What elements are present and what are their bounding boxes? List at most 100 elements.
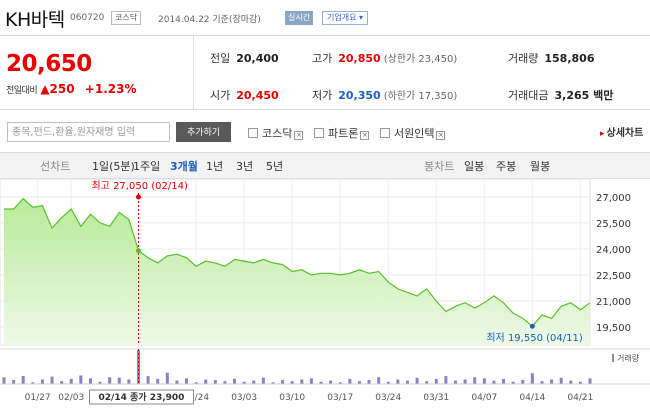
volume-bar — [530, 373, 534, 384]
add-button[interactable]: 추가하기 — [176, 122, 231, 142]
volume-bar — [21, 376, 25, 384]
x-tick-label: 03/31 — [423, 393, 449, 403]
checkbox[interactable] — [314, 128, 324, 138]
highlight-date-label: 02/14 종가 23,900 — [99, 391, 185, 403]
volume-bar — [511, 381, 515, 384]
volume-bar — [223, 381, 227, 384]
volume-bar — [377, 377, 381, 384]
volume-bar — [242, 381, 246, 384]
market-badge: 코스닥 — [111, 11, 142, 25]
volume-bar — [165, 372, 169, 384]
volume-bar — [50, 376, 54, 384]
volume-bar — [578, 381, 582, 384]
tab-1year[interactable]: 1년 — [206, 160, 224, 173]
remove-icon[interactable]: × — [436, 131, 446, 140]
period-tabs: 선차트 1일(5분) 1주일 3개월 1년 3년 5년 봉차트 일봉 주봉 월봉 — [0, 153, 650, 179]
volume-bar — [309, 378, 313, 384]
tab-weekly[interactable]: 주봉 — [496, 160, 517, 173]
volume-bar — [40, 379, 44, 384]
date-label: 2014.04.22 기준(장마감) — [158, 15, 261, 25]
tab-monthly[interactable]: 월봉 — [530, 160, 551, 173]
volume-bar — [281, 380, 285, 384]
volume-bar — [194, 382, 198, 384]
volume-legend-label: 거래량 — [617, 353, 640, 363]
x-tick-label: 04/07 — [471, 393, 497, 403]
compare-item-seowon[interactable]: 서원인텍 × — [380, 125, 446, 141]
x-tick-label: 02/03 — [58, 393, 84, 403]
price-panel: 20,650 전일대비 ▲250 +1.23% 전일 20,400 고가 20,85… — [0, 36, 650, 110]
volume-bar — [233, 378, 237, 384]
volume-bar — [127, 379, 131, 384]
volume-bar — [396, 379, 400, 384]
volume-bar — [348, 378, 352, 384]
tab-daily[interactable]: 일봉 — [464, 160, 485, 173]
chart-annotations: 최고 27,050 (02/14) 최저 19,550 (04/11) — [91, 180, 583, 345]
price-marker — [135, 248, 141, 254]
high-annotation: 최고 27,050 (02/14) — [91, 180, 187, 192]
company-info-dropdown[interactable]: 기업개요 ▾ — [322, 11, 368, 25]
x-tick-label: 03/17 — [327, 393, 353, 403]
volume-bar — [386, 381, 390, 384]
volume-bar — [300, 379, 304, 384]
volume-bar — [271, 382, 275, 384]
current-price: 20,650 — [6, 51, 92, 77]
tab-1week[interactable]: 1주일 — [133, 160, 161, 173]
volume-bar — [550, 379, 554, 384]
divider — [193, 36, 194, 110]
volume-bar — [175, 380, 179, 384]
volume-bar — [434, 378, 438, 384]
remove-icon[interactable]: × — [294, 131, 304, 140]
stock-code: 060720 — [70, 13, 105, 23]
volume-bar — [146, 376, 150, 384]
volume-bar — [569, 380, 573, 384]
x-axis-labels: 01/27 02/03 02/24 03/03 03/10 03/17 03/24 03/31… — [25, 389, 593, 405]
checkbox[interactable] — [380, 128, 390, 138]
change-label: 전일대비 — [6, 86, 38, 96]
up-arrow-icon: ▲ — [40, 82, 50, 96]
tab-3year[interactable]: 3년 — [236, 160, 254, 173]
volume-bar — [482, 378, 486, 384]
x-tick-label: 03/03 — [231, 393, 257, 403]
volume-bar — [69, 378, 73, 384]
x-tick-label: 01/27 — [25, 393, 51, 403]
low-marker — [529, 323, 535, 329]
volume-bar — [12, 380, 16, 384]
y-tick-label: 25,500 — [596, 219, 631, 230]
x-tick-label: 04/21 — [567, 393, 593, 403]
high-marker — [135, 194, 141, 200]
volume-bar — [588, 378, 592, 384]
detail-chart-link[interactable]: ▸ 상세차트 — [600, 128, 644, 139]
stock-header: KH바텍 060720 코스닥 2014.04.22 기준(장마감) 실시간 기… — [0, 0, 650, 36]
volume-bar — [79, 375, 83, 384]
tab-1day[interactable]: 1일(5분) — [92, 160, 135, 173]
volume-bar — [290, 381, 294, 384]
price-chart[interactable]: 27,000 25,500 24,000 22,500 21,000 19,500 최고 … — [0, 179, 650, 408]
y-axis-ticks: 27,000 25,500 24,000 22,500 21,000 19,500 — [596, 193, 631, 334]
volume-bar — [156, 378, 160, 384]
x-tick-label: 03/24 — [375, 393, 401, 403]
checkbox[interactable] — [248, 128, 258, 138]
trade-amount: 거래대금 3,265 백만 — [508, 89, 614, 102]
remove-icon[interactable]: × — [360, 131, 370, 140]
tab-5year[interactable]: 5년 — [266, 160, 284, 173]
volume-bar — [261, 377, 265, 384]
price-change: 전일대비 ▲250 +1.23% — [6, 82, 136, 96]
search-input[interactable] — [7, 122, 170, 142]
x-tick-label: 04/14 — [519, 393, 545, 403]
volume-bars: 거래량 — [0, 348, 650, 385]
volume-bar — [204, 379, 208, 384]
y-tick-label: 24,000 — [596, 245, 631, 256]
candle-chart-label: 봉차트 — [424, 160, 455, 173]
low-annotation: 최저 19,550 (04/11) — [486, 332, 582, 344]
x-tick-label: 02/24 — [183, 393, 209, 403]
price-area — [4, 198, 590, 345]
volume-bar — [31, 382, 35, 384]
compare-item-partron[interactable]: 파트론 × — [314, 125, 370, 141]
compare-item-kosdaq[interactable]: 코스닥 × — [248, 125, 304, 141]
volume-bar — [425, 381, 429, 384]
realtime-button[interactable]: 실시간 — [285, 11, 314, 25]
volume-bar — [88, 378, 92, 384]
change-value: 250 — [49, 82, 75, 96]
tab-3month[interactable]: 3개월 — [170, 160, 198, 173]
stock-name: KH바텍 — [5, 9, 65, 31]
